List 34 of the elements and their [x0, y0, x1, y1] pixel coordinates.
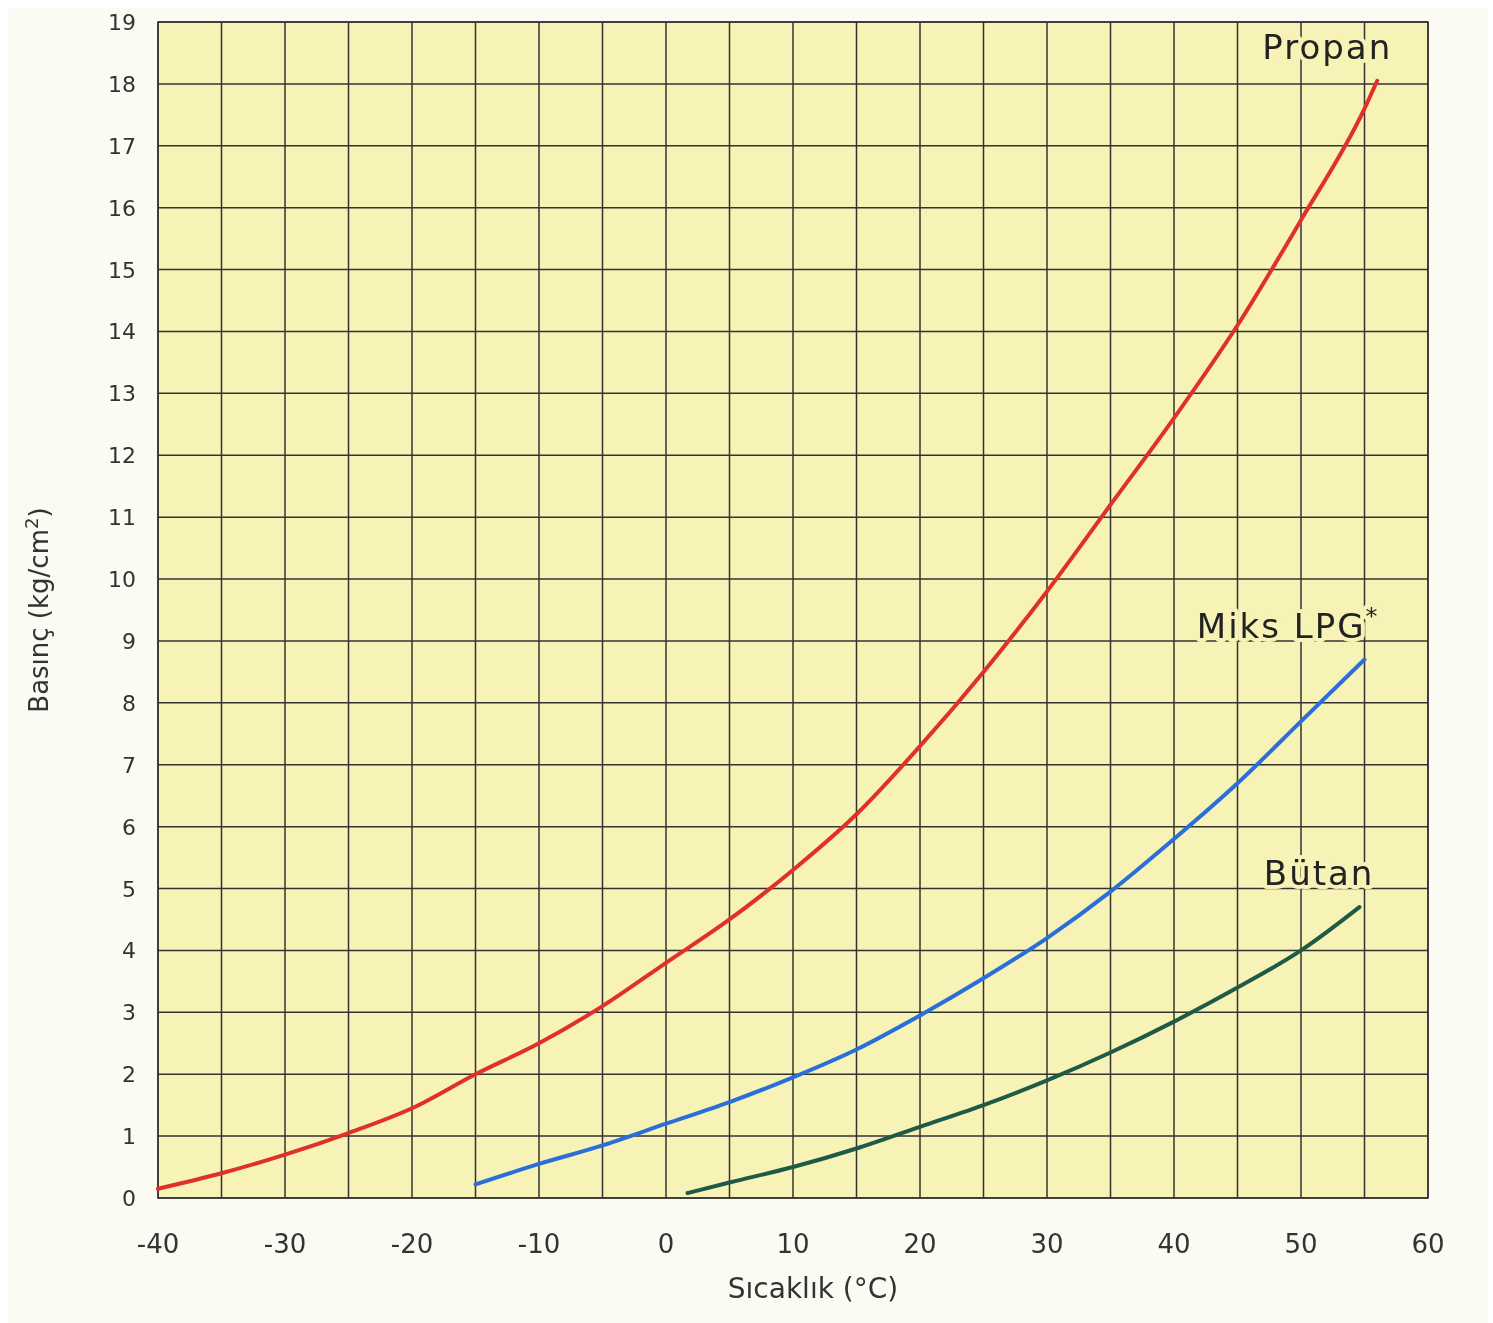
y-tick-label: 15 — [108, 257, 136, 283]
x-tick-label: -20 — [390, 1229, 434, 1259]
y-tick-label: 5 — [122, 876, 136, 902]
y-tick-label: 8 — [122, 690, 136, 716]
x-tick-label: 30 — [1030, 1229, 1064, 1259]
x-tick-label: 50 — [1284, 1229, 1318, 1259]
y-tick-label: 17 — [108, 133, 136, 159]
y-tick-label: 18 — [108, 71, 136, 97]
line-series — [685, 905, 1362, 1196]
y-tick-label: 4 — [122, 938, 136, 964]
y-tick-label: 1 — [122, 1124, 136, 1150]
y-tick-label: 10 — [108, 567, 136, 593]
x-tick-label: -40 — [136, 1229, 180, 1259]
y-tick-label: 14 — [108, 319, 136, 345]
x-tick-label: 40 — [1157, 1229, 1191, 1259]
y-tick-label: 9 — [122, 628, 136, 654]
y-tick-label: 6 — [122, 814, 136, 840]
line-series — [156, 78, 1380, 1191]
y-tick-label: 19 — [108, 10, 136, 35]
y-tick-label: 12 — [108, 443, 136, 469]
y-tick-label: 7 — [122, 752, 136, 778]
x-tick-label: 10 — [776, 1229, 810, 1259]
x-tick-label: 0 — [657, 1229, 675, 1259]
x-tick-label: -10 — [517, 1229, 561, 1259]
y-tick-label: 0 — [122, 1186, 136, 1211]
y-tick-label: 13 — [108, 381, 136, 407]
y-tick-label: 3 — [122, 1000, 136, 1026]
y-tick-label: 11 — [108, 505, 136, 531]
x-tick-label: 60 — [1411, 1229, 1445, 1259]
x-axis-title: Sıcaklık (°C) — [727, 1272, 899, 1305]
x-tick-label: -30 — [263, 1229, 307, 1259]
y-tick-label: 16 — [108, 195, 136, 221]
x-tick-label: 20 — [903, 1229, 937, 1259]
y-tick-label: 2 — [122, 1062, 136, 1088]
